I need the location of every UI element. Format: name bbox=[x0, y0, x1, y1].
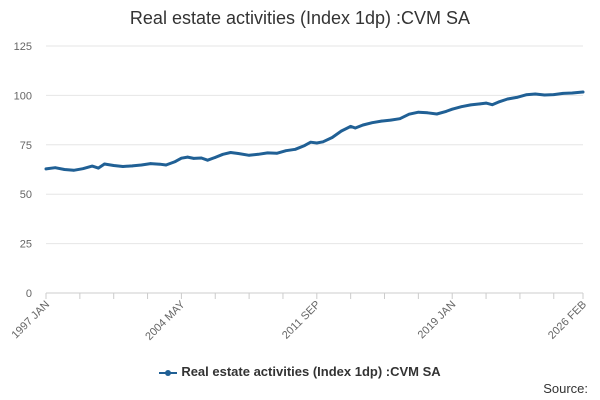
x-tick-label: 1997 JAN bbox=[9, 299, 52, 342]
data-point bbox=[303, 144, 306, 147]
data-point bbox=[370, 121, 374, 124]
data-point bbox=[164, 163, 168, 167]
data-point bbox=[173, 160, 177, 163]
data-point bbox=[515, 96, 519, 99]
data-point bbox=[581, 90, 585, 94]
data-point bbox=[81, 167, 85, 171]
legend-swatch-icon bbox=[159, 369, 178, 376]
data-point bbox=[349, 125, 352, 128]
data-point bbox=[340, 129, 343, 133]
data-point bbox=[237, 152, 240, 155]
data-point bbox=[112, 164, 116, 167]
data-point bbox=[44, 167, 48, 171]
data-point bbox=[561, 92, 565, 95]
data-point bbox=[103, 162, 106, 166]
data-point bbox=[206, 158, 209, 162]
data-point bbox=[284, 149, 288, 153]
data-point bbox=[266, 151, 269, 155]
y-tick-label: 100 bbox=[14, 90, 32, 102]
data-point bbox=[121, 165, 125, 168]
series-line bbox=[44, 90, 585, 172]
data-point bbox=[140, 163, 143, 167]
x-tick-label: 2004 MAY bbox=[143, 298, 188, 343]
x-tick-label: 2019 JAN bbox=[416, 299, 459, 342]
data-point bbox=[130, 164, 134, 168]
data-point bbox=[444, 110, 448, 113]
data-point bbox=[497, 100, 500, 104]
data-point bbox=[149, 162, 152, 165]
data-point bbox=[200, 156, 203, 160]
data-point bbox=[460, 105, 463, 108]
data-point bbox=[506, 97, 509, 101]
data-point bbox=[309, 140, 312, 144]
data-point bbox=[315, 141, 319, 145]
data-point bbox=[192, 157, 196, 160]
data-point bbox=[330, 136, 334, 139]
y-tick-label: 125 bbox=[14, 41, 32, 53]
data-point bbox=[63, 168, 66, 171]
y-tick-label: 50 bbox=[20, 189, 32, 201]
data-point bbox=[361, 123, 365, 127]
y-tick-label: 25 bbox=[20, 239, 32, 251]
y-tick-label: 75 bbox=[20, 140, 32, 152]
data-point bbox=[490, 103, 494, 106]
data-point bbox=[293, 148, 297, 151]
data-point bbox=[450, 107, 454, 111]
data-point bbox=[247, 153, 251, 157]
data-point bbox=[72, 168, 75, 172]
x-tick-label: 2026 FEB bbox=[546, 299, 589, 342]
data-point bbox=[478, 102, 482, 106]
y-tick-label: 0 bbox=[26, 288, 32, 300]
data-point bbox=[484, 101, 488, 105]
legend-label: Real estate activities (Index 1dp) :CVM … bbox=[181, 364, 441, 379]
data-point bbox=[534, 92, 537, 96]
data-point bbox=[552, 93, 556, 96]
data-point bbox=[90, 164, 94, 168]
chart-legend[interactable]: Real estate activities (Index 1dp) :CVM … bbox=[0, 364, 600, 379]
data-point bbox=[186, 155, 189, 159]
data-point bbox=[380, 119, 383, 123]
data-point bbox=[158, 162, 162, 166]
data-point bbox=[407, 112, 411, 116]
data-point bbox=[543, 93, 546, 97]
data-point bbox=[97, 166, 100, 170]
data-point bbox=[417, 110, 420, 114]
x-tick-label: 2011 SEP bbox=[280, 299, 323, 342]
data-point bbox=[469, 103, 472, 107]
data-point bbox=[435, 112, 439, 116]
data-point bbox=[389, 118, 392, 122]
chart-title: Real estate activities (Index 1dp) :CVM … bbox=[129, 8, 471, 28]
data-point bbox=[229, 151, 232, 154]
data-point bbox=[353, 126, 357, 130]
data-point bbox=[426, 111, 429, 115]
data-point bbox=[180, 156, 183, 160]
data-point bbox=[524, 93, 528, 97]
source-label: Source: bbox=[543, 381, 588, 396]
data-point bbox=[275, 151, 279, 155]
data-point bbox=[213, 156, 217, 159]
data-point bbox=[221, 152, 225, 156]
data-point bbox=[321, 140, 325, 144]
data-point bbox=[570, 91, 574, 95]
data-point bbox=[257, 152, 260, 156]
data-point bbox=[53, 166, 57, 170]
data-point bbox=[398, 117, 402, 121]
